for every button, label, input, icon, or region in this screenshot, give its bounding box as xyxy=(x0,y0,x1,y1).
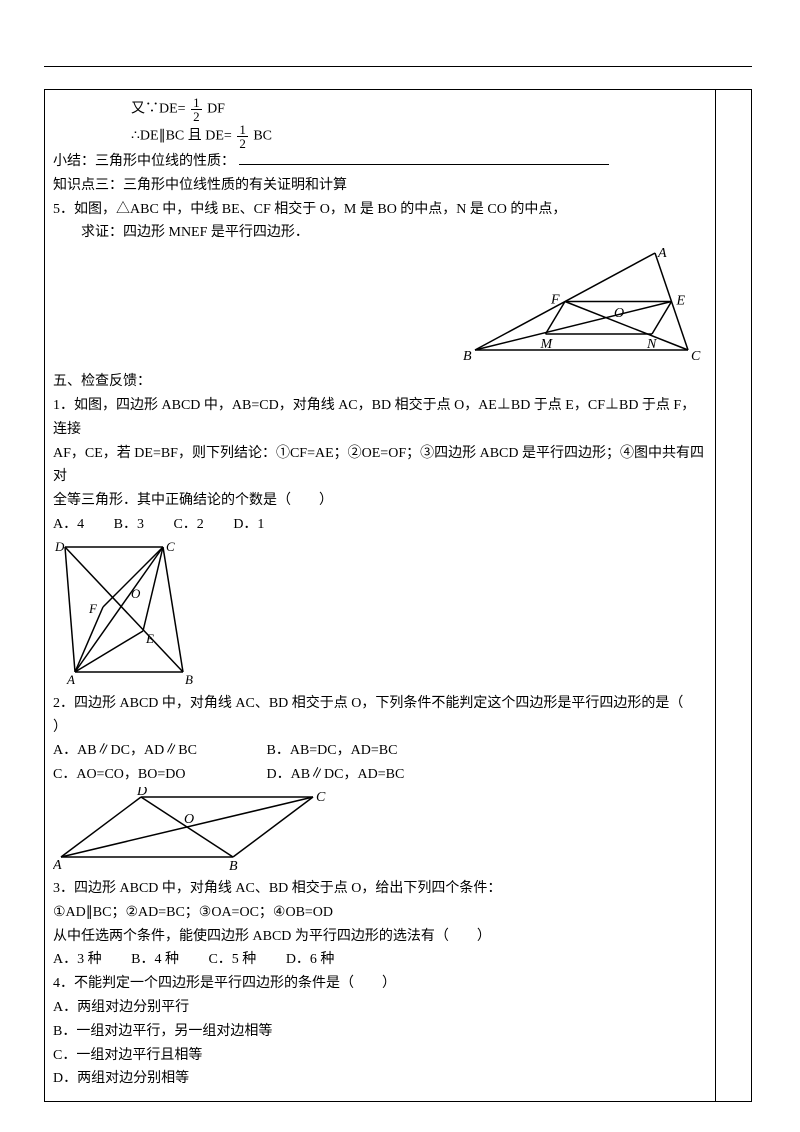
q2-line2: ） xyxy=(53,716,707,740)
q3-opt-b: B．4 种 xyxy=(131,948,179,972)
eq2-suffix: BC xyxy=(253,129,272,144)
q3-line1: 3．四边形 ABCD 中，对角线 AC、BD 相交于点 O，给出下列四个条件： xyxy=(53,877,707,901)
svg-text:O: O xyxy=(614,306,624,321)
q2-row1: A．AB∥DC，AD∥BC B．AB=DC，AD=BC xyxy=(53,739,707,763)
q2-opt-d: D．AB∥DC，AD=BC xyxy=(267,767,405,782)
eq2-prefix: ∴DE∥BC 且 DE= xyxy=(131,129,232,144)
figure-1-triangle: A B C F E O M N xyxy=(463,245,703,365)
equation-1: 又∵DE= 1 2 DF xyxy=(53,96,707,123)
q2-opt-b: B．AB=DC，AD=BC xyxy=(267,743,398,758)
summary-underline xyxy=(239,150,609,165)
q1-line2: AF，CE，若 DE=BF，则下列结论：①CF=AE；②OE=OF；③四边形 A… xyxy=(53,442,707,490)
figure-2-quad: D C A B O F E xyxy=(53,537,203,687)
svg-text:A: A xyxy=(657,246,667,261)
q5-line2: 求证：四边形 MNEF 是平行四边形． xyxy=(53,221,707,245)
knowledge-point-3: 知识点三：三角形中位线性质的有关证明和计算 xyxy=(53,174,707,198)
q3-opt-c: C．5 种 xyxy=(208,948,256,972)
q3-line3: 从中任选两个条件，能使四边形 ABCD 为平行四边形的选法有（ ） xyxy=(53,925,707,949)
q1-opt-b: B．3 xyxy=(114,513,144,537)
q1-opt-d: D．1 xyxy=(233,513,264,537)
q2-row2: C．AO=CO，BO=DO D．AB∥DC，AD=BC xyxy=(53,763,707,787)
q1-line1: 1．如图，四边形 ABCD 中，AB=CD，对角线 AC，BD 相交于点 O，A… xyxy=(53,394,707,442)
q3-opt-a: A．3 种 xyxy=(53,948,102,972)
top-rule xyxy=(44,66,752,67)
q2-opt-c: C．AO=CO，BO=DO xyxy=(53,763,263,787)
q1-opt-c: C．2 xyxy=(173,513,203,537)
figure-3-parallelogram: A B C D O xyxy=(53,787,328,872)
svg-text:D: D xyxy=(54,539,65,554)
svg-text:O: O xyxy=(184,812,194,827)
q4-opt-d: D．两组对边分别相等 xyxy=(53,1067,707,1091)
svg-text:B: B xyxy=(229,859,238,872)
svg-text:A: A xyxy=(66,672,75,687)
svg-text:C: C xyxy=(166,539,175,554)
svg-text:O: O xyxy=(131,586,141,601)
equation-2: ∴DE∥BC 且 DE= 1 2 BC xyxy=(53,123,707,150)
summary-label: 小结：三角形中位线的性质： xyxy=(53,154,235,169)
figure-1-wrap: A B C F E O M N xyxy=(53,245,707,370)
svg-text:E: E xyxy=(676,294,686,309)
eq1-suffix: DF xyxy=(207,102,225,117)
svg-text:B: B xyxy=(463,349,472,364)
svg-text:C: C xyxy=(316,790,326,805)
svg-text:C: C xyxy=(691,349,701,364)
eq1-prefix: 又∵DE= xyxy=(131,102,186,117)
figure-2-wrap: D C A B O F E xyxy=(53,537,707,692)
q3-line2: ①AD∥BC；②AD=BC；③OA=OC；④OB=OD xyxy=(53,901,707,925)
side-column xyxy=(716,90,752,1102)
main-column: 又∵DE= 1 2 DF ∴DE∥BC 且 DE= 1 2 BC xyxy=(45,90,716,1102)
q3-opt-d: D．6 种 xyxy=(286,948,335,972)
q2-line1: 2．四边形 ABCD 中，对角线 AC、BD 相交于点 O，下列条件不能判定这个… xyxy=(53,692,707,716)
section-5-heading: 五、检查反馈： xyxy=(53,370,707,394)
q2-opt-a: A．AB∥DC，AD∥BC xyxy=(53,739,263,763)
q1-options: A．4 B．3 C．2 D．1 xyxy=(53,513,707,537)
svg-text:B: B xyxy=(185,672,193,687)
page: 又∵DE= 1 2 DF ∴DE∥BC 且 DE= 1 2 BC xyxy=(0,0,800,1132)
svg-text:M: M xyxy=(540,337,554,352)
q1-line3: 全等三角形．其中正确结论的个数是（ ） xyxy=(53,489,707,513)
svg-text:N: N xyxy=(646,337,657,352)
q4-opt-a: A．两组对边分别平行 xyxy=(53,996,707,1020)
q4-opt-b: B．一组对边平行，另一组对边相等 xyxy=(53,1020,707,1044)
q3-options: A．3 种 B．4 种 C．5 种 D．6 种 xyxy=(53,948,707,972)
fraction-2: 1 2 xyxy=(237,123,248,150)
svg-text:F: F xyxy=(550,293,560,308)
svg-text:E: E xyxy=(145,631,154,646)
content-table: 又∵DE= 1 2 DF ∴DE∥BC 且 DE= 1 2 BC xyxy=(44,89,752,1102)
summary-line: 小结：三角形中位线的性质： xyxy=(53,150,707,174)
svg-text:F: F xyxy=(88,601,98,616)
q5-line1: 5．如图，△ABC 中，中线 BE、CF 相交于 O，M 是 BO 的中点，N … xyxy=(53,198,707,222)
svg-text:A: A xyxy=(53,858,62,872)
figure-3-wrap: A B C D O xyxy=(53,787,707,877)
q4-line1: 4．不能判定一个四边形是平行四边形的条件是（ ） xyxy=(53,972,707,996)
fraction-1: 1 2 xyxy=(191,96,202,123)
svg-text:D: D xyxy=(136,787,147,799)
q4-opt-c: C．一组对边平行且相等 xyxy=(53,1044,707,1068)
q1-opt-a: A．4 xyxy=(53,513,84,537)
